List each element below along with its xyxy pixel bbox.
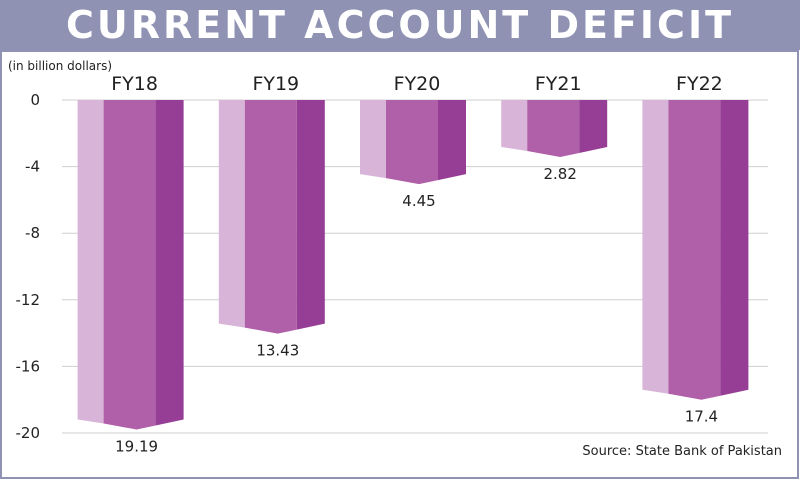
bar-face-dark: [579, 100, 608, 153]
bar-fy22: [642, 100, 749, 400]
bar-face-mid: [668, 100, 721, 400]
unit-note: (in billion dollars): [8, 59, 112, 73]
source-note: Source: State Bank of Pakistan: [582, 444, 782, 459]
bar-fy18: [77, 100, 184, 430]
y-tick-label: -20: [16, 424, 41, 442]
y-tick-label: -12: [16, 291, 41, 309]
bar-face-light: [77, 100, 104, 424]
bar-face-dark: [155, 100, 184, 426]
y-tick-label: -4: [25, 158, 40, 176]
chart-border: [0, 50, 799, 479]
bar-face-light: [501, 100, 528, 151]
bar-face-light: [642, 100, 669, 394]
category-label: FY21: [535, 73, 582, 95]
category-label: FY18: [111, 73, 158, 95]
y-tick-label: 0: [30, 91, 40, 109]
y-tick-label: -8: [25, 224, 40, 242]
y-tick-label: -16: [16, 357, 41, 375]
bar-face-mid: [527, 100, 580, 157]
bar-face-dark: [296, 100, 325, 330]
bar-face-dark: [438, 100, 466, 181]
category-label: FY22: [676, 73, 723, 95]
data-label: 13.43: [256, 342, 299, 360]
bar-face-dark: [720, 100, 749, 396]
bar-face-mid: [103, 100, 156, 430]
bar-face-mid: [244, 100, 297, 334]
category-label: FY20: [394, 73, 441, 95]
data-label: 2.82: [543, 165, 576, 183]
category-label: FY19: [252, 73, 299, 95]
bar-face-light: [218, 100, 245, 328]
title-bar: [0, 0, 800, 50]
bar-fy21: [501, 100, 608, 157]
bar-fy20: [360, 100, 466, 185]
bars: [77, 100, 749, 430]
bar-face-mid: [386, 100, 438, 185]
labels: 0 -4 -8 -12 -16 -20 FY18 19.19 FY19 13.43 FY20 4.45…: [16, 73, 723, 456]
data-label: 17.4: [685, 408, 718, 426]
chart-title: CURRENT ACCOUNT DEFICIT: [65, 3, 735, 47]
data-label: 4.45: [402, 192, 435, 210]
bar-face-light: [360, 100, 386, 179]
data-label: 19.19: [115, 438, 158, 456]
bar-fy19: [218, 100, 325, 334]
